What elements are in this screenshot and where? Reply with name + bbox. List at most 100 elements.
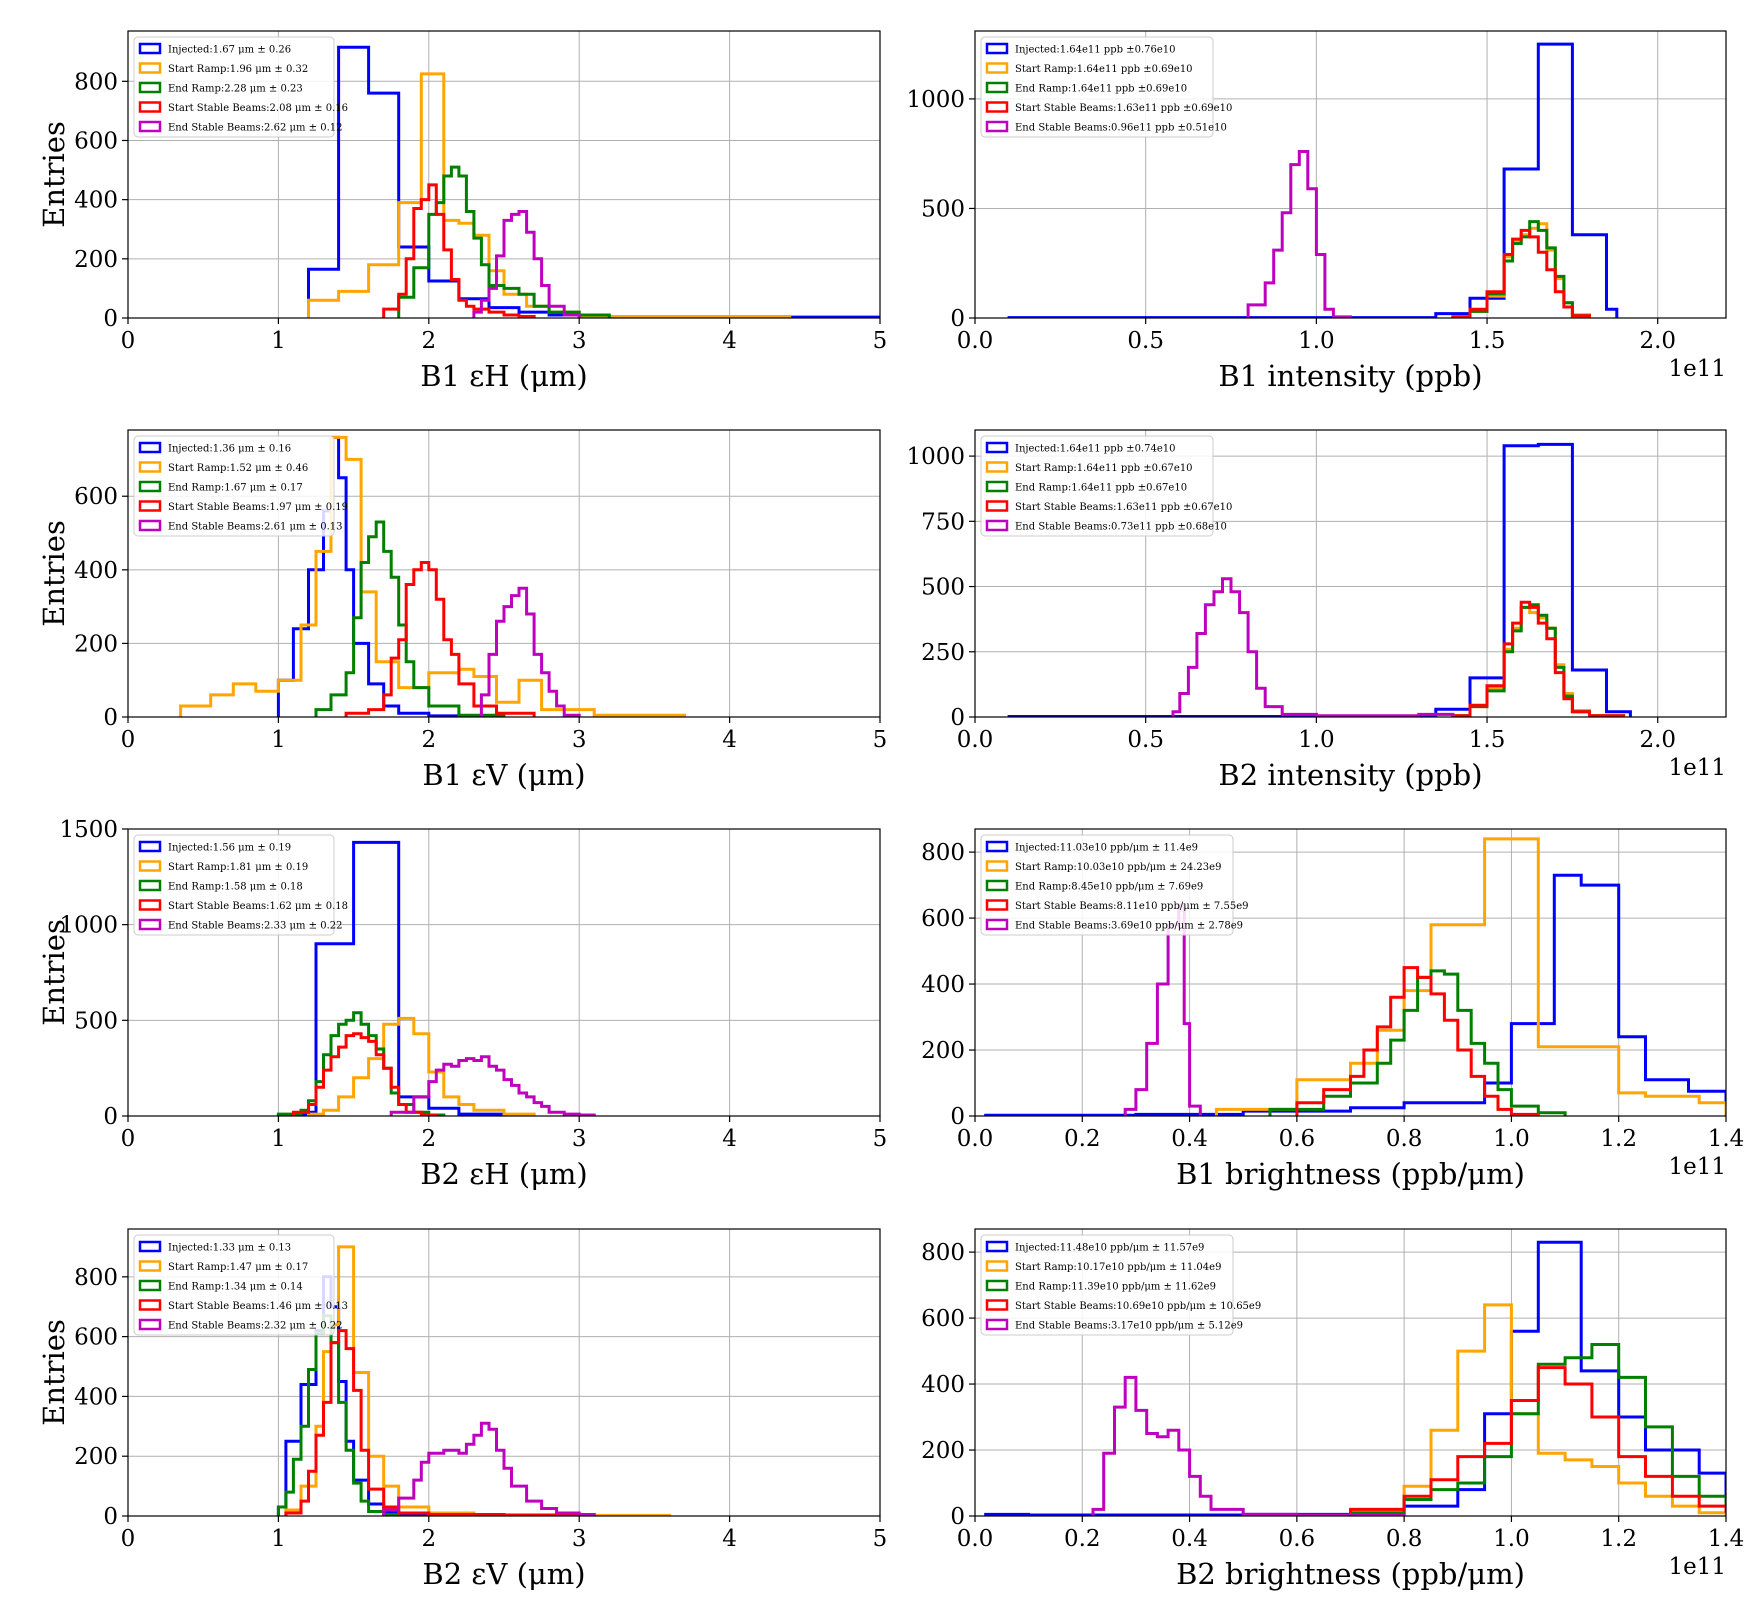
y-tick-label: 200 xyxy=(74,1444,118,1470)
legend-box xyxy=(133,36,335,138)
legend-swatch xyxy=(985,918,1009,931)
legend-entry-text: End Ramp:1.67 μm ± 0.17 xyxy=(168,483,303,494)
legend-entry-text: Start Ramp:1.81 μm ± 0.19 xyxy=(168,862,308,873)
legend-swatch xyxy=(985,461,1009,473)
axes-frame xyxy=(974,30,1727,319)
histogram-series-end-stable-beams xyxy=(479,586,581,717)
x-offset-text: 1e11 xyxy=(1668,356,1726,382)
legend-swatch xyxy=(138,81,162,94)
chart-panel-8: 0.0 0.2 0.4 0.6 0.8 1.0 1.2 1.4 0 200 400 600 800 B2 … xyxy=(921,1228,1744,1591)
legend-entry-text: Start Stable Beams:8.11e10 ppb/μm ± 7.55… xyxy=(1015,901,1248,912)
legend-swatch xyxy=(138,1318,162,1331)
x-tick-label: 1.0 xyxy=(1298,727,1335,753)
chart-panel-5: 0 1 2 3 4 5 0 500 1000 1500 B2 εH (μm) Entries Injec… xyxy=(37,817,887,1191)
legend: Injected:11.48e10 ppb/μm ± 11.57e9 Start … xyxy=(980,1234,1261,1336)
axes-frame xyxy=(127,30,881,319)
legend-swatch xyxy=(985,1318,1009,1331)
x-axis-label: B1 εH (μm) xyxy=(420,359,588,393)
histogram-series-injected xyxy=(1007,442,1632,717)
histogram-series-start-stable-beams xyxy=(344,561,536,717)
legend-swatch xyxy=(985,441,1009,454)
legend: Injected:1.64e11 ppb ±0.74e10 Start Ramp:… xyxy=(980,435,1232,537)
chart-panel-3: 0 1 2 3 4 5 0 200 400 600 B1 εV (μm) Entries Injecte… xyxy=(37,429,887,792)
legend-entry-text: Start Stable Beams:1.62 μm ± 0.18 xyxy=(168,901,348,912)
y-tick-label: 0 xyxy=(103,306,118,332)
x-tick-label: 0.0 xyxy=(957,1526,994,1552)
y-tick-label: 250 xyxy=(921,640,965,666)
legend-entry-text: End Stable Beams:2.62 μm ± 0.12 xyxy=(168,123,343,134)
y-tick-label: 400 xyxy=(74,188,118,214)
legend-swatch xyxy=(985,1260,1009,1272)
y-tick-label: 200 xyxy=(921,1438,965,1464)
x-tick-label: 5 xyxy=(873,328,888,354)
axes-frame xyxy=(974,1228,1727,1517)
x-tick-label: 1.5 xyxy=(1469,727,1506,753)
x-tick-label: 0.0 xyxy=(957,1126,994,1152)
histogram-series-injected xyxy=(984,873,1726,1116)
legend-box xyxy=(980,834,1234,936)
x-tick-label: 0.6 xyxy=(1279,1526,1316,1552)
legend-swatch xyxy=(138,480,162,493)
legend-swatch xyxy=(138,860,162,872)
legend-swatch xyxy=(138,1240,162,1253)
x-tick-label: 0.4 xyxy=(1171,1526,1208,1552)
histogram-series-end-stable-beams xyxy=(1091,1375,1406,1516)
x-offset-text: 1e11 xyxy=(1668,1154,1726,1180)
legend-box xyxy=(980,36,1214,138)
x-tick-label: 0.5 xyxy=(1127,328,1164,354)
y-tick-label: 0 xyxy=(103,1104,118,1130)
legend-entry-text: Start Ramp:1.64e11 ppb ±0.67e10 xyxy=(1015,463,1193,474)
x-tick-label: 4 xyxy=(722,328,737,354)
y-tick-label: 500 xyxy=(74,1008,118,1034)
y-tick-label: 1000 xyxy=(59,913,118,939)
x-tick-label: 1.0 xyxy=(1493,1526,1530,1552)
y-tick-label: 600 xyxy=(74,128,118,154)
x-tick-label: 1 xyxy=(271,727,286,753)
x-tick-label: 1 xyxy=(271,328,286,354)
legend-entry-text: Injected:1.56 μm ± 0.19 xyxy=(168,843,291,854)
histogram-series-end-ramp xyxy=(397,165,611,318)
legend-swatch xyxy=(138,1279,162,1292)
x-tick-label: 1.2 xyxy=(1600,1126,1637,1152)
legend-entry-text: Injected:1.33 μm ± 0.13 xyxy=(168,1243,291,1254)
legend-swatch xyxy=(138,1299,162,1311)
x-tick-label: 2 xyxy=(421,1526,436,1552)
axes-frame xyxy=(127,828,881,1117)
legend-entry-text: Injected:1.64e11 ppb ±0.74e10 xyxy=(1015,444,1175,455)
y-axis-label: Entries xyxy=(37,520,71,627)
legend-swatch xyxy=(138,899,162,911)
x-tick-label: 1.0 xyxy=(1298,328,1335,354)
histogram-series-start-stable-beams xyxy=(382,183,536,318)
x-tick-label: 5 xyxy=(873,1526,888,1552)
axes-frame xyxy=(974,429,1727,718)
x-axis-label: B1 εV (μm) xyxy=(422,758,585,792)
x-tick-label: 4 xyxy=(722,1526,737,1552)
legend-entry-text: End Ramp:1.64e11 ppb ±0.69e10 xyxy=(1015,84,1187,95)
y-tick-label: 600 xyxy=(921,1306,965,1332)
y-tick-label: 0 xyxy=(103,705,118,731)
histogram-series-injected xyxy=(1007,42,1619,318)
histogram-series-end-stable-beams xyxy=(389,1055,596,1116)
axes-frame xyxy=(127,429,881,718)
y-tick-label: 0 xyxy=(950,1504,965,1530)
y-tick-label: 400 xyxy=(921,1372,965,1398)
legend-entry-text: End Ramp:1.64e11 ppb ±0.67e10 xyxy=(1015,483,1187,494)
legend-entry-text: End Stable Beams:3.69e10 ppb/μm ± 2.78e9 xyxy=(1015,921,1243,932)
x-tick-label: 0.4 xyxy=(1171,1126,1208,1152)
x-tick-label: 0.0 xyxy=(957,727,994,753)
y-tick-label: 200 xyxy=(74,247,118,273)
legend-entry-text: Start Ramp:10.17e10 ppb/μm ± 11.04e9 xyxy=(1015,1262,1221,1273)
legend-swatch xyxy=(985,840,1009,853)
histogram-series-end-ramp xyxy=(276,1314,401,1516)
legend-entry-text: End Stable Beams:0.96e11 ppb ±0.51e10 xyxy=(1015,123,1227,134)
y-tick-label: 0 xyxy=(103,1504,118,1530)
y-tick-label: 600 xyxy=(74,484,118,510)
histogram-series-start-stable-beams xyxy=(1295,966,1540,1116)
legend-swatch xyxy=(985,899,1009,911)
x-axis-label: B1 brightness (ppb/μm) xyxy=(1176,1157,1525,1191)
x-tick-label: 4 xyxy=(722,727,737,753)
legend-entry-text: Start Ramp:1.96 μm ± 0.32 xyxy=(168,64,308,75)
x-tick-label: 0.6 xyxy=(1279,1126,1316,1152)
x-tick-label: 0.2 xyxy=(1064,1526,1101,1552)
legend-swatch xyxy=(985,42,1009,55)
